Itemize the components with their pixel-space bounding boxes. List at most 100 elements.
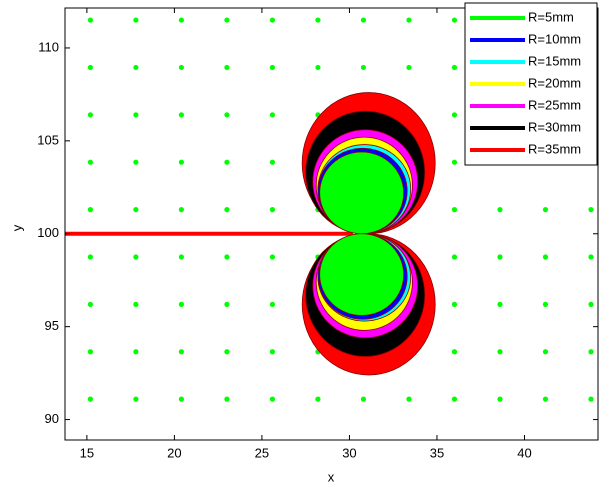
grid-point xyxy=(406,64,412,71)
grid-point xyxy=(406,17,412,23)
grid-point xyxy=(87,207,93,213)
legend-label: R=5mm xyxy=(528,9,574,24)
grid-point xyxy=(451,254,458,260)
legend-label: R=25mm xyxy=(528,97,581,112)
grid-point xyxy=(451,396,458,402)
legend-label: R=15mm xyxy=(528,53,581,68)
grid-point xyxy=(269,301,276,307)
grid-point xyxy=(133,112,139,118)
grid-point xyxy=(269,17,276,23)
x-tick-label: 25 xyxy=(255,445,269,460)
region-lower xyxy=(319,233,405,316)
grid-point xyxy=(315,396,321,402)
grid-point xyxy=(406,396,412,402)
grid-point xyxy=(360,64,367,71)
legend-label: R=20mm xyxy=(528,75,581,90)
grid-point xyxy=(269,159,276,165)
legend-label: R=30mm xyxy=(528,119,581,134)
grid-point xyxy=(178,349,185,355)
grid-point xyxy=(178,207,185,213)
grid-point xyxy=(224,349,230,355)
grid-point xyxy=(87,64,93,71)
grid-point xyxy=(588,254,594,260)
grid-point xyxy=(133,349,139,355)
x-tick-label: 35 xyxy=(430,445,444,460)
grid-point xyxy=(87,254,93,260)
grid-point xyxy=(269,254,276,260)
grid-point xyxy=(269,112,276,118)
grid-point xyxy=(542,207,549,213)
x-tick-label: 40 xyxy=(517,445,531,460)
legend-label: R=35mm xyxy=(528,141,581,156)
grid-point xyxy=(224,254,230,260)
grid-point xyxy=(87,349,93,355)
grid-point xyxy=(497,301,503,307)
grid-point xyxy=(178,301,185,307)
grid-point xyxy=(178,396,185,402)
grid-point xyxy=(269,207,276,213)
grid-point xyxy=(224,64,230,71)
grid-point xyxy=(133,254,139,260)
grid-point xyxy=(87,17,93,23)
grid-point xyxy=(451,301,458,307)
y-tick-label: 110 xyxy=(38,39,59,54)
grid-point xyxy=(451,349,458,355)
grid-point xyxy=(224,301,230,307)
grid-point xyxy=(588,207,594,213)
grid-point xyxy=(588,301,594,307)
grid-point xyxy=(588,396,594,402)
grid-point xyxy=(224,112,230,118)
grid-point xyxy=(269,396,276,402)
grid-point xyxy=(133,396,139,402)
grid-point xyxy=(87,396,93,402)
x-axis-label: x xyxy=(328,469,335,484)
grid-point xyxy=(269,349,276,355)
y-tick-label: 100 xyxy=(37,225,59,240)
grid-point xyxy=(178,159,185,165)
grid-point xyxy=(315,64,321,71)
y-tick-label: 90 xyxy=(45,411,59,426)
grid-point xyxy=(87,112,93,118)
plot-frame xyxy=(64,7,599,441)
y-tick-label: 105 xyxy=(37,132,59,147)
grid-point xyxy=(87,159,93,165)
region-upper xyxy=(319,151,405,235)
grid-point xyxy=(542,301,549,307)
x-tick-label: 30 xyxy=(342,445,356,460)
grid-point xyxy=(451,64,458,71)
grid-point xyxy=(542,396,549,402)
grid-point xyxy=(133,64,139,71)
grid-point xyxy=(360,17,367,23)
y-tick-label: 95 xyxy=(45,318,59,333)
grid-point xyxy=(360,396,367,402)
grid-point xyxy=(451,17,458,23)
grid-point xyxy=(588,349,594,355)
grid-point xyxy=(87,301,93,307)
grid-point xyxy=(451,207,458,213)
x-tick-label: 20 xyxy=(167,445,181,460)
grid-point xyxy=(497,207,503,213)
grid-point xyxy=(178,112,185,118)
grid-point xyxy=(224,159,230,165)
grid-point xyxy=(133,207,139,213)
grid-point xyxy=(542,254,549,260)
grid-point xyxy=(451,159,458,165)
x-tick-label: 15 xyxy=(80,445,94,460)
grid-point xyxy=(269,64,276,71)
y-axis-label: y xyxy=(9,224,24,231)
grid-point xyxy=(133,159,139,165)
legend-label: R=10mm xyxy=(528,31,581,46)
grid-point xyxy=(451,112,458,118)
grid-point xyxy=(133,301,139,307)
grid-point xyxy=(497,349,503,355)
grid-point xyxy=(178,17,185,23)
grid-point xyxy=(224,396,230,402)
grid-point xyxy=(497,396,503,402)
grid-point xyxy=(224,207,230,213)
grid-point xyxy=(224,17,230,23)
grid-point xyxy=(133,17,139,23)
grid-point xyxy=(178,254,185,260)
grid-point xyxy=(497,254,503,260)
grid-point xyxy=(178,64,185,71)
